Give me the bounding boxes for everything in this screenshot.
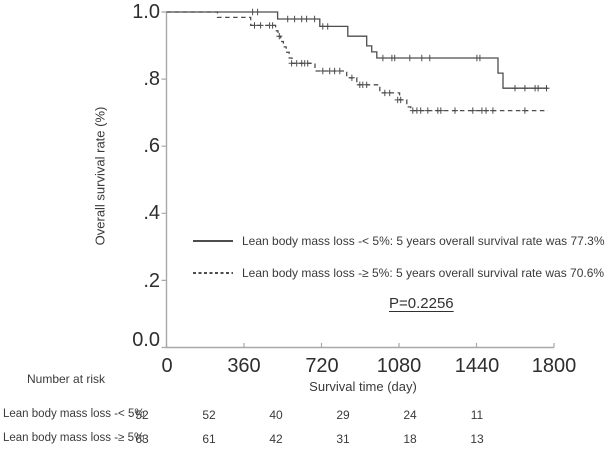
x-tick-label: 720 xyxy=(305,355,339,377)
x-tick-label: 360 xyxy=(227,355,261,377)
y-tick-label: .4 xyxy=(143,202,160,224)
x-tick-label: 0 xyxy=(161,355,173,377)
x-tick-label: 1800 xyxy=(531,355,577,377)
y-tick-label: .6 xyxy=(143,135,160,157)
y-axis-title: Overall survival rate (%) xyxy=(92,106,108,246)
x-tick-label: 1080 xyxy=(376,355,422,377)
y-tick-label: 0.0 xyxy=(132,329,160,351)
at-risk-value: 52 xyxy=(135,408,149,422)
legend-line-solid xyxy=(193,240,233,242)
y-axis-ticks xyxy=(161,11,167,349)
at-risk-value: 61 xyxy=(202,432,216,446)
at-risk-value: 63 xyxy=(135,432,149,446)
at-risk-row-label: Lean body mass loss -≥ 5% xyxy=(3,432,145,444)
at-risk-value: 31 xyxy=(336,432,350,446)
y-tick-label: 1.0 xyxy=(132,1,160,23)
legend-label-solid: Lean body mass loss -< 5%: 5 years overa… xyxy=(242,234,605,248)
at-risk-value: 52 xyxy=(202,408,216,422)
at-risk-value: 11 xyxy=(470,408,484,422)
x-axis-title: Survival time (day) xyxy=(309,379,417,394)
at-risk-value: 29 xyxy=(336,408,350,422)
p-value: P=0.2256 xyxy=(389,295,454,312)
legend-label-dashed: Lean body mass loss -≥ 5%: 5 years overa… xyxy=(242,266,605,280)
at-risk-value: 13 xyxy=(470,432,484,446)
at-risk-value: 24 xyxy=(403,408,417,422)
y-tick-label: .8 xyxy=(143,68,160,90)
survival-curve-dashed xyxy=(166,11,548,112)
legend-line-dashed xyxy=(193,272,233,274)
censor-marks-solid xyxy=(249,8,550,92)
axis-lines xyxy=(165,12,554,349)
at-risk-value: 42 xyxy=(269,432,283,446)
at-risk-row-label: Lean body mass loss -< 5% xyxy=(3,408,145,420)
x-tick-label: 1440 xyxy=(454,355,500,377)
at-risk-value: 40 xyxy=(269,408,283,422)
at-risk-value: 18 xyxy=(403,432,417,446)
x-axis-ticks xyxy=(165,343,555,348)
censor-marks-dashed xyxy=(251,22,528,114)
survival-curve-solid xyxy=(166,11,548,89)
y-tick-label: .2 xyxy=(143,270,160,292)
number-at-risk-title: Number at risk xyxy=(27,372,106,386)
